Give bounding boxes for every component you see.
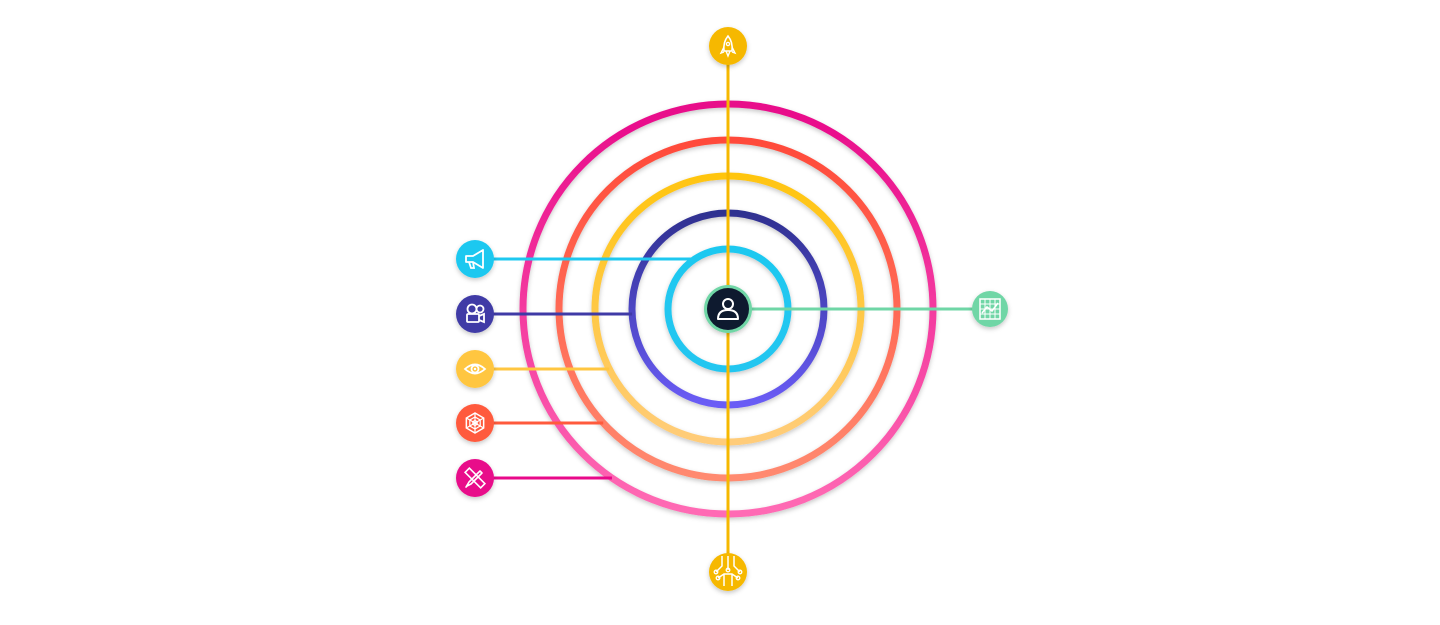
spider-web-icon (465, 412, 485, 434)
megaphone-node (456, 240, 494, 278)
connector-lines (475, 46, 990, 572)
rocket-node (709, 27, 747, 65)
grid-chart-icon (979, 298, 1001, 320)
pencil-ruler-icon (463, 466, 487, 490)
megaphone-icon (465, 249, 484, 269)
circuit-node (709, 553, 747, 591)
user-node (704, 285, 752, 333)
video-camera-icon (466, 303, 485, 324)
pencil-ruler-node (456, 459, 494, 497)
eye-icon (463, 363, 487, 375)
user-icon (717, 298, 739, 320)
eye-node (456, 350, 494, 388)
rocket-icon (719, 34, 737, 58)
spider-web-node (456, 404, 494, 442)
grid-chart-node (972, 291, 1008, 327)
icon-nodes (456, 27, 1008, 591)
circuit-icon (713, 556, 743, 586)
video-camera-node (456, 295, 494, 333)
